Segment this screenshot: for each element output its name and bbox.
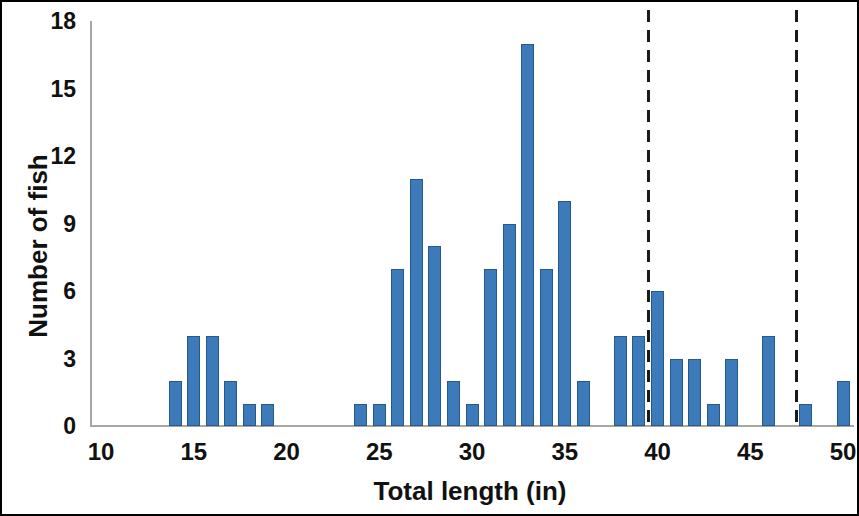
reference-line: [795, 10, 798, 427]
bar: [762, 336, 775, 426]
bar: [206, 336, 219, 426]
bar: [670, 359, 683, 427]
y-tick-label: 18: [16, 10, 76, 33]
histogram-figure: Number of fish 0 3 6 9 12 15 18 10 15 20 25 30 35 40…: [0, 0, 859, 516]
bar: [354, 404, 367, 427]
bar: [243, 404, 256, 427]
x-tick-label: 20: [273, 440, 300, 464]
bar: [261, 404, 274, 427]
bar: [632, 336, 645, 426]
bar: [447, 381, 460, 426]
y-tick-label: 6: [16, 280, 76, 303]
bar: [707, 404, 720, 427]
bar: [725, 359, 738, 427]
bar: [521, 44, 534, 427]
x-tick-label: 50: [830, 440, 857, 464]
bar: [651, 291, 664, 426]
y-tick-label: 9: [16, 212, 76, 235]
bar: [837, 381, 850, 426]
bar: [540, 269, 553, 427]
bar: [503, 224, 516, 427]
x-tick-label: 10: [88, 440, 115, 464]
bar: [187, 336, 200, 426]
plot-area: [90, 21, 854, 427]
bar: [391, 269, 404, 427]
y-tick-label: 3: [16, 347, 76, 370]
bar: [224, 381, 237, 426]
reference-line: [647, 10, 650, 427]
x-tick-label: 40: [644, 440, 671, 464]
bar: [484, 269, 497, 427]
x-tick-label: 25: [366, 440, 393, 464]
x-axis-title: Total length (in): [373, 476, 566, 507]
bar: [373, 404, 386, 427]
x-tick-label: 15: [180, 440, 207, 464]
y-tick-label: 12: [16, 145, 76, 168]
x-tick-label: 45: [737, 440, 764, 464]
bar: [410, 179, 423, 427]
bar: [577, 381, 590, 426]
bar: [169, 381, 182, 426]
y-tick-label: 15: [16, 77, 76, 100]
bar: [688, 359, 701, 427]
x-tick-label: 35: [551, 440, 578, 464]
y-tick-label: 0: [16, 415, 76, 438]
bar: [558, 201, 571, 426]
bar: [466, 404, 479, 427]
bar: [614, 336, 627, 426]
bar: [799, 404, 812, 427]
x-tick-label: 30: [459, 440, 486, 464]
y-axis-title: Number of fish: [23, 154, 54, 337]
bar: [428, 246, 441, 426]
